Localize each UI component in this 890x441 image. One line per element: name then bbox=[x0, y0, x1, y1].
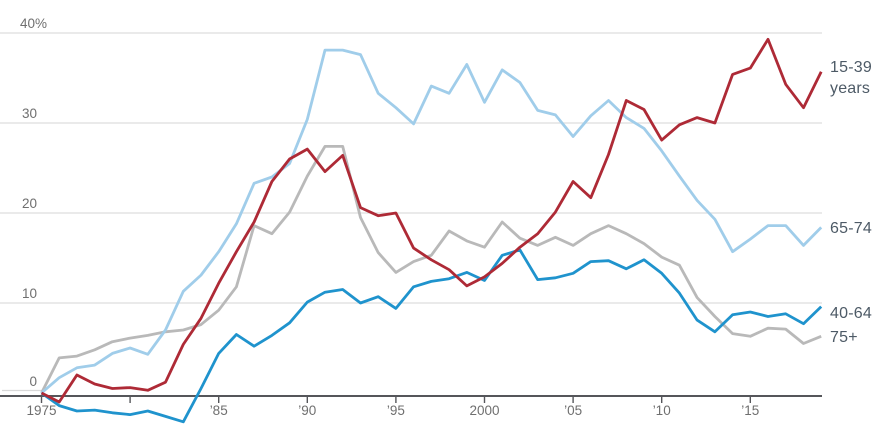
series-label-65-74: 65-74 bbox=[830, 220, 872, 237]
y-axis-label: 10 bbox=[22, 286, 37, 301]
x-axis-label: ’05 bbox=[564, 403, 582, 418]
x-axis-label: ’15 bbox=[741, 403, 759, 418]
series-line-65-74 bbox=[40, 48, 823, 395]
x-axis-label: 2000 bbox=[469, 403, 499, 418]
x-axis-label: ’95 bbox=[387, 403, 405, 418]
series-label-40-64: 40-64 bbox=[830, 305, 872, 322]
series-label-75-plus: 75+ bbox=[830, 329, 858, 346]
series-line-40-64 bbox=[40, 248, 823, 424]
series-label-15-39-years: 15-39 years bbox=[830, 59, 872, 97]
x-axis-label: 1975 bbox=[26, 403, 56, 418]
x-axis-label: ’85 bbox=[210, 403, 228, 418]
series-line-15-39-years bbox=[40, 37, 823, 404]
x-axis-label: ’90 bbox=[298, 403, 316, 418]
y-axis-label: 20 bbox=[22, 196, 37, 211]
y-axis-label: 40% bbox=[20, 16, 47, 31]
x-axis-label: ’10 bbox=[653, 403, 671, 418]
y-axis-label: 0 bbox=[29, 374, 37, 389]
series-line-75-plus bbox=[40, 144, 822, 394]
y-axis-label: 30 bbox=[22, 106, 37, 121]
